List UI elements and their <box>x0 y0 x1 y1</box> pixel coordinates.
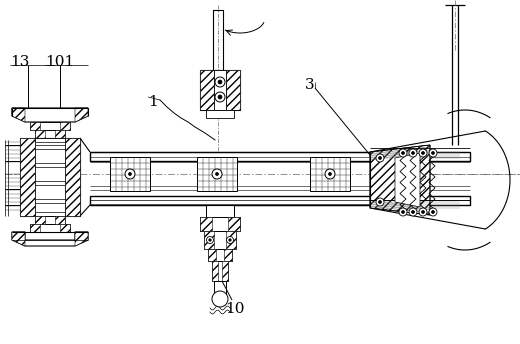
Circle shape <box>399 208 407 216</box>
Bar <box>226 231 236 249</box>
Bar <box>213 10 223 70</box>
Bar <box>90 196 470 205</box>
Circle shape <box>329 172 332 175</box>
Bar <box>224 249 232 261</box>
Polygon shape <box>395 153 420 207</box>
Bar <box>30 224 70 232</box>
Circle shape <box>125 169 135 179</box>
Circle shape <box>379 201 382 204</box>
Circle shape <box>401 211 405 214</box>
Bar <box>214 70 226 110</box>
Circle shape <box>215 77 225 87</box>
Bar <box>60 122 70 130</box>
Bar <box>55 216 65 224</box>
Bar <box>35 216 45 224</box>
Bar <box>228 217 240 231</box>
Circle shape <box>218 80 222 84</box>
Bar <box>206 110 234 118</box>
Text: 101: 101 <box>45 55 74 69</box>
Text: 3: 3 <box>305 78 315 92</box>
Circle shape <box>409 208 417 216</box>
Circle shape <box>411 211 414 214</box>
Bar <box>60 224 70 232</box>
Circle shape <box>401 151 405 154</box>
Bar <box>197 157 237 191</box>
Bar <box>30 224 40 232</box>
Bar <box>208 249 232 261</box>
Circle shape <box>218 95 222 99</box>
Polygon shape <box>12 232 88 246</box>
Text: 1: 1 <box>148 95 158 109</box>
Bar <box>55 130 65 138</box>
Circle shape <box>409 149 417 157</box>
Bar <box>200 217 212 231</box>
Circle shape <box>429 208 437 216</box>
Circle shape <box>422 151 424 154</box>
Circle shape <box>215 92 225 102</box>
Bar <box>200 70 214 110</box>
Circle shape <box>376 154 384 162</box>
Bar <box>204 231 236 249</box>
Bar <box>212 261 228 281</box>
Bar <box>310 157 350 191</box>
Circle shape <box>209 239 211 241</box>
Circle shape <box>212 291 228 307</box>
Bar <box>222 261 228 281</box>
Bar <box>35 138 65 216</box>
Bar <box>35 142 65 212</box>
Bar <box>20 138 35 216</box>
Bar <box>35 130 45 138</box>
Polygon shape <box>75 108 88 122</box>
Bar <box>30 122 70 130</box>
Bar <box>90 152 470 161</box>
Polygon shape <box>12 232 25 246</box>
Circle shape <box>432 151 435 154</box>
Circle shape <box>432 211 435 214</box>
Bar <box>65 138 80 216</box>
Polygon shape <box>12 108 25 122</box>
Circle shape <box>229 239 231 241</box>
Bar <box>208 249 216 261</box>
Circle shape <box>128 172 132 175</box>
Circle shape <box>419 208 427 216</box>
Circle shape <box>419 149 427 157</box>
Bar <box>110 157 150 191</box>
Bar <box>35 216 65 224</box>
Bar <box>35 130 65 138</box>
Circle shape <box>215 172 218 175</box>
Bar <box>204 231 214 249</box>
Bar <box>200 217 240 231</box>
Text: 10: 10 <box>225 302 244 316</box>
Circle shape <box>399 149 407 157</box>
Circle shape <box>429 149 437 157</box>
Circle shape <box>411 151 414 154</box>
Bar <box>226 70 240 110</box>
Polygon shape <box>370 145 430 215</box>
Polygon shape <box>75 232 88 246</box>
Polygon shape <box>12 108 88 122</box>
Circle shape <box>212 169 222 179</box>
Circle shape <box>325 169 335 179</box>
Circle shape <box>376 198 384 206</box>
Circle shape <box>379 157 382 160</box>
Bar <box>200 70 240 110</box>
Circle shape <box>227 237 233 244</box>
Bar <box>212 261 218 281</box>
Bar <box>206 205 234 217</box>
Text: 13: 13 <box>10 55 29 69</box>
Bar <box>30 122 40 130</box>
Bar <box>214 281 226 299</box>
Bar <box>20 138 80 216</box>
Circle shape <box>422 211 424 214</box>
Circle shape <box>206 237 214 244</box>
